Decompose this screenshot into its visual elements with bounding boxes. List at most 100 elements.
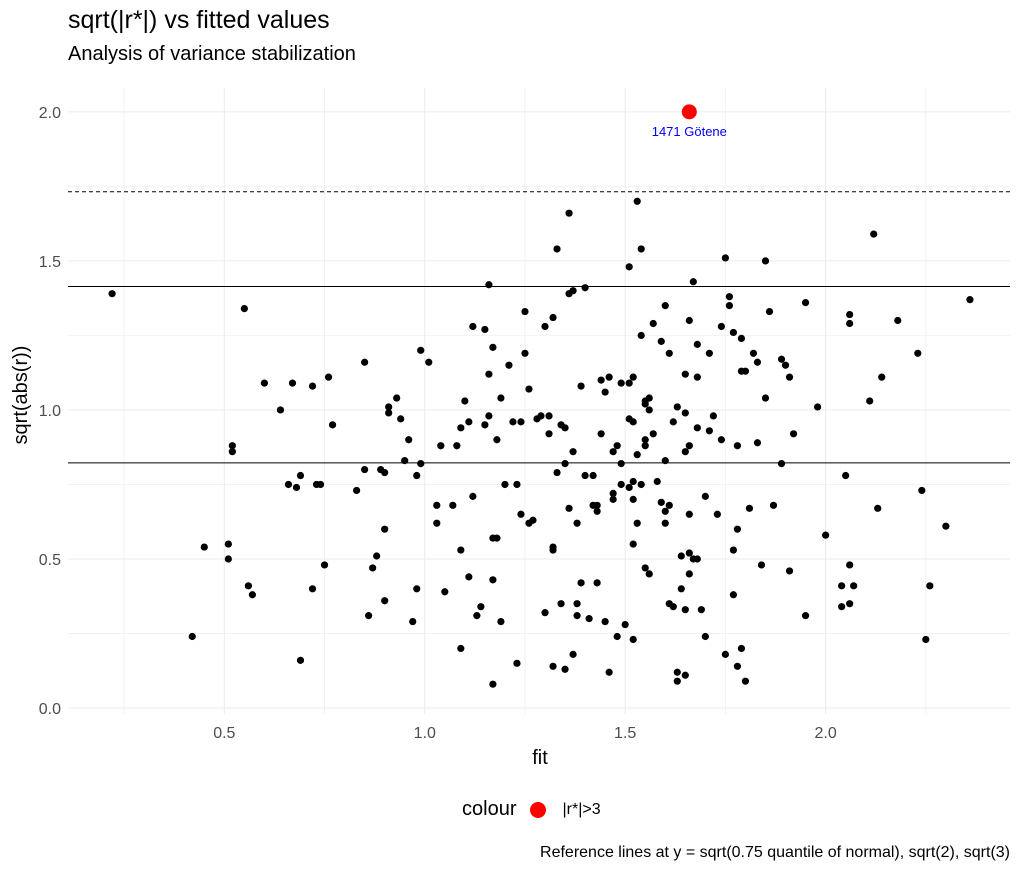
- highlight-point: [681, 104, 697, 120]
- data-points: [108, 197, 974, 688]
- data-point: [609, 448, 617, 456]
- data-point: [846, 319, 854, 328]
- data-point: [228, 442, 236, 450]
- data-point: [685, 316, 693, 325]
- data-point: [685, 549, 693, 557]
- data-point: [966, 296, 974, 304]
- data-point: [453, 442, 461, 450]
- data-point: [565, 209, 573, 217]
- data-point: [781, 361, 790, 369]
- data-point: [721, 650, 729, 658]
- data-point: [573, 612, 581, 620]
- data-point: [846, 600, 854, 608]
- data-point: [725, 293, 734, 301]
- data-point: [465, 573, 473, 581]
- data-point: [465, 418, 473, 426]
- data-point: [597, 376, 605, 384]
- data-point: [753, 358, 762, 366]
- x-tick-label: 1.5: [614, 725, 636, 742]
- data-point: [645, 406, 653, 414]
- data-point: [385, 403, 393, 411]
- data-point: [629, 477, 637, 486]
- data-point: [577, 579, 585, 587]
- data-point: [585, 615, 593, 623]
- data-point: [629, 495, 637, 503]
- data-point: [685, 570, 693, 578]
- data-point: [365, 612, 373, 620]
- data-point: [276, 406, 285, 414]
- data-point: [481, 421, 489, 429]
- data-point: [517, 418, 525, 426]
- data-point: [561, 460, 569, 468]
- data-point: [681, 671, 689, 679]
- data-point: [741, 367, 750, 375]
- data-point: [296, 656, 305, 664]
- data-point: [288, 379, 297, 387]
- data-point: [645, 394, 653, 402]
- data-point: [657, 498, 665, 506]
- data-point: [605, 668, 613, 676]
- data-point: [641, 400, 649, 408]
- y-tick-label: 0.5: [39, 552, 61, 569]
- data-point: [629, 635, 637, 644]
- highlight-label: 1471 Götene: [652, 124, 727, 139]
- data-point: [505, 361, 513, 369]
- data-point: [753, 439, 762, 447]
- data-point: [693, 340, 701, 348]
- data-point: [657, 337, 665, 345]
- data-point: [633, 451, 641, 459]
- data-point: [625, 483, 633, 492]
- data-point: [573, 519, 581, 527]
- data-point: [381, 468, 389, 477]
- data-point: [846, 561, 854, 569]
- data-point: [866, 397, 874, 405]
- data-point: [605, 373, 613, 381]
- data-point: [617, 480, 625, 489]
- x-tick-label: 0.5: [213, 725, 235, 742]
- data-point: [661, 519, 669, 527]
- data-point: [741, 677, 750, 685]
- data-point: [529, 516, 537, 524]
- data-point: [481, 325, 489, 334]
- legend: colour |r*|>3: [462, 798, 601, 821]
- data-point: [673, 403, 681, 411]
- data-point: [525, 385, 533, 393]
- data-point: [629, 373, 637, 381]
- data-point: [637, 480, 645, 489]
- data-point: [433, 519, 441, 527]
- chart-title: sqrt(|r*|) vs fitted values: [68, 6, 330, 34]
- data-point: [601, 388, 609, 396]
- data-point: [838, 582, 846, 590]
- data-point: [649, 430, 657, 438]
- data-point: [581, 284, 589, 292]
- data-point: [705, 349, 713, 357]
- data-point: [489, 576, 497, 584]
- data-point: [665, 349, 673, 357]
- data-point: [553, 245, 561, 253]
- data-point: [649, 319, 657, 328]
- data-point: [557, 600, 565, 608]
- data-point: [296, 471, 305, 480]
- data-point: [729, 546, 738, 554]
- data-point: [493, 436, 501, 444]
- data-point: [541, 322, 549, 331]
- data-point: [521, 307, 529, 316]
- data-point: [489, 343, 497, 351]
- data-point: [721, 254, 729, 262]
- data-point: [485, 281, 493, 289]
- data-point: [777, 460, 786, 468]
- data-point: [569, 448, 577, 456]
- x-tick-label: 1.0: [414, 725, 436, 742]
- data-point: [645, 570, 653, 578]
- data-point: [693, 373, 701, 381]
- y-tick-label: 1.0: [39, 403, 61, 420]
- data-point: [413, 585, 421, 593]
- data-point: [477, 603, 485, 611]
- data-point: [200, 543, 208, 551]
- data-point: [681, 606, 689, 614]
- highlight-layer: 1471 Götene: [652, 104, 727, 139]
- data-point: [425, 358, 433, 366]
- data-point: [593, 507, 601, 515]
- data-point: [260, 379, 269, 387]
- data-point: [701, 492, 709, 500]
